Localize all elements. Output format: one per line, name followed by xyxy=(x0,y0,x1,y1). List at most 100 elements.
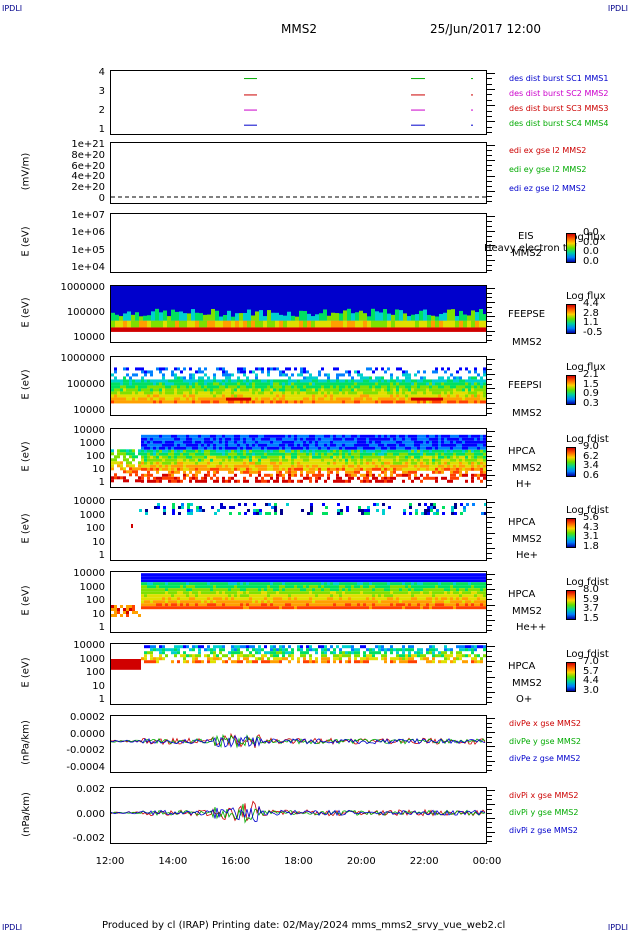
spectrogram-cell xyxy=(141,391,144,395)
spectrogram-cell xyxy=(388,506,391,509)
spectrogram-cell xyxy=(423,440,426,444)
spectrogram-cell xyxy=(423,391,426,395)
spectrogram-cell xyxy=(225,394,228,398)
spectrogram-cell xyxy=(187,503,190,506)
spectrogram-cell xyxy=(369,585,372,589)
spectrogram-cell xyxy=(213,373,216,377)
spectrogram-cell xyxy=(405,382,408,386)
minor-tick xyxy=(487,599,492,601)
spectrogram-cell xyxy=(126,659,129,670)
spectrogram-cell xyxy=(150,654,153,658)
spectrogram-cell xyxy=(273,585,276,589)
spectrogram-cell xyxy=(255,588,258,592)
spectrogram-cell xyxy=(195,606,198,610)
spectrogram-cell xyxy=(363,320,367,328)
spectrogram-cell xyxy=(318,470,321,474)
spectrogram-cell xyxy=(333,461,336,465)
spectrogram-cell xyxy=(348,391,351,395)
spectrogram-cell xyxy=(135,388,138,392)
spectrogram-cell xyxy=(195,440,198,444)
spectrogram-cell xyxy=(267,458,270,462)
spectrogram-cell xyxy=(348,400,351,404)
spectrogram-cell xyxy=(216,476,219,480)
spectrogram-cell xyxy=(291,394,294,398)
spectrogram-cell xyxy=(297,449,300,453)
spectrogram-cell xyxy=(126,611,129,614)
spectrogram-cell xyxy=(417,476,420,480)
spectrogram-cell xyxy=(420,382,423,386)
spectrogram-cell xyxy=(390,382,393,386)
spectrogram-cell xyxy=(462,606,465,610)
spectrogram-cell xyxy=(195,476,198,480)
spectrogram-cell xyxy=(219,591,222,595)
spectrogram-cell xyxy=(456,600,459,604)
spectrogram-cell xyxy=(366,382,369,386)
spectrogram-cell xyxy=(483,391,486,395)
spectrogram-cell xyxy=(222,455,225,459)
spectrogram-cell xyxy=(231,585,234,589)
spectrogram-cell xyxy=(484,512,486,515)
spectrogram-cell xyxy=(411,458,414,462)
spectrogram-cell xyxy=(237,437,240,441)
spectrogram-cell xyxy=(342,434,345,438)
spectrogram-cell xyxy=(249,464,252,468)
minor-tick xyxy=(487,121,495,123)
spectrogram-cell xyxy=(420,579,423,583)
spectrogram-cell xyxy=(480,394,483,398)
spectrogram-cell xyxy=(249,597,252,601)
spectrogram-cell xyxy=(342,467,345,471)
spectrogram-cell xyxy=(165,397,168,401)
spectrogram-cell xyxy=(153,600,156,604)
spectrogram-cell xyxy=(396,394,399,398)
spectrogram-cell xyxy=(321,576,324,580)
spectrogram-cell xyxy=(324,388,327,392)
spectrogram-cell xyxy=(426,594,429,598)
spectrogram-cell xyxy=(294,434,297,438)
spectrogram-cell xyxy=(480,397,483,401)
spectrogram-cell xyxy=(216,455,219,459)
spectrogram-cell xyxy=(246,470,249,474)
spectrogram-cell xyxy=(285,397,288,401)
minor-tick xyxy=(487,292,492,294)
spectrogram-cell xyxy=(456,582,459,586)
spectrogram-cell xyxy=(453,591,456,595)
spectrogram-cell xyxy=(480,379,483,383)
minor-tick xyxy=(487,619,495,621)
spectrogram-cell xyxy=(312,603,315,607)
spectrogram-cell xyxy=(399,579,402,583)
spectrogram-cell xyxy=(159,394,162,398)
spectrogram-cell xyxy=(150,648,153,652)
spectrogram-cell xyxy=(186,379,189,383)
spectrogram-cell xyxy=(405,594,408,598)
spectrogram-cell xyxy=(441,382,444,386)
minor-tick xyxy=(487,185,492,187)
spectrogram-cell xyxy=(192,579,195,583)
spectrogram-cell xyxy=(207,446,210,450)
spectrogram-cell xyxy=(423,464,426,468)
spectrogram-cell xyxy=(432,440,435,444)
spectrogram-cell xyxy=(480,603,483,607)
spectrogram-cell xyxy=(309,382,312,386)
spectrogram-cell xyxy=(228,382,231,386)
spectrogram-cell xyxy=(357,576,360,580)
spectrogram-cell xyxy=(275,320,279,328)
spectrogram-cell xyxy=(187,320,191,328)
spectrogram-cell xyxy=(267,455,270,459)
spectrogram-cell xyxy=(439,313,443,321)
spectrogram-cell xyxy=(276,440,279,444)
spectrogram-cell xyxy=(294,452,297,456)
spectrogram-cell xyxy=(252,391,255,395)
spectrogram-cell xyxy=(351,588,354,592)
spectrogram-cell xyxy=(364,509,367,512)
spectrogram-cell xyxy=(435,379,438,383)
spectrogram-cell xyxy=(210,600,213,604)
spectrogram-cell xyxy=(273,588,276,592)
spectrogram-cell xyxy=(258,455,261,459)
spectrogram-cell xyxy=(183,600,186,604)
instrument-label: HPCA xyxy=(508,517,536,528)
minor-tick xyxy=(487,517,495,519)
spectrogram-cell xyxy=(191,309,195,321)
spectrogram-cell xyxy=(199,509,202,512)
spectrogram-cell xyxy=(369,576,372,580)
spectrogram-cell xyxy=(244,503,247,506)
